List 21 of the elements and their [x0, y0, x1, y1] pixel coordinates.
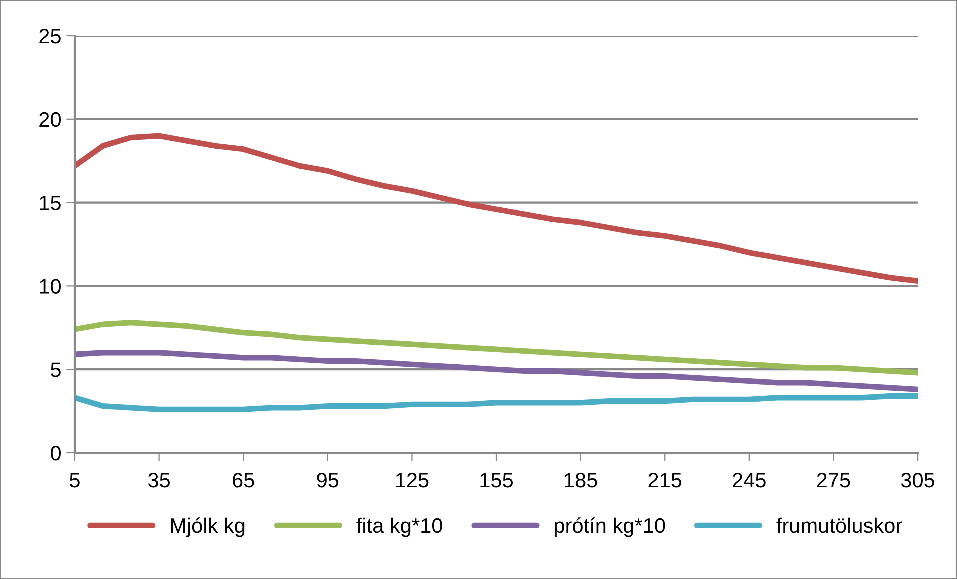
x-tick-label: 305 [901, 472, 935, 488]
x-tick-label: 245 [733, 472, 766, 488]
x-tick-label: 95 [317, 472, 339, 488]
x-tick-label: 155 [480, 473, 514, 488]
x-tick-label: 275 [817, 472, 850, 488]
y-tick-label: 0 [51, 446, 61, 461]
x-tick-label: 215 [648, 472, 682, 488]
legend-label: prótín kg*10 [555, 518, 666, 538]
legend-label: fita kg*10 [356, 518, 442, 538]
x-tick-label: 35 [148, 472, 170, 488]
y-tick-label: 25 [40, 29, 61, 44]
y-tick-label: 15 [40, 196, 61, 211]
x-tick-label: 185 [565, 472, 598, 488]
legend-label: Mjólk kg [171, 518, 245, 538]
y-tick-label: 20 [40, 112, 61, 128]
x-tick-label: 125 [396, 472, 429, 488]
x-tick-label: 5 [70, 473, 80, 488]
x-tick-label: 65 [233, 472, 254, 488]
y-tick-label: 10 [40, 279, 61, 294]
y-tick-label: 5 [51, 362, 61, 378]
legend-label: frumutöluskor [776, 518, 902, 534]
